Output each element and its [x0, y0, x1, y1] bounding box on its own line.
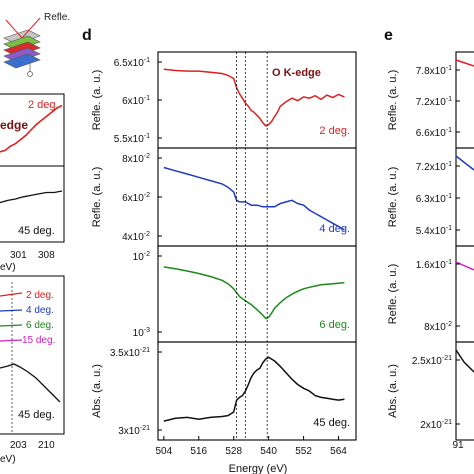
subplot-frame: [455, 147, 474, 247]
panel-e-tick-label: 91: [452, 440, 464, 451]
y-tick-label: 3x10-21: [118, 425, 150, 437]
y-tick-label: 3.5x10-21: [110, 347, 150, 359]
series-line: [455, 349, 474, 373]
x-tick-label: 528: [225, 446, 242, 457]
subplot-frame: [455, 51, 474, 149]
y-tick-label: 10-2: [133, 251, 150, 263]
y-tick-label: 5.4x10-1: [416, 225, 452, 237]
panel-e-subplot: 7.2x10-1 6.3x10-1 5.4x10-1 Refle. (a. u.): [387, 147, 474, 247]
panel-d-subplot: 6 deg. 10-2 10-3: [133, 245, 357, 343]
series-line: [455, 261, 474, 271]
y-tick-label: 2.5x10-21: [412, 355, 452, 367]
y-tick-label: 5.5x10-1: [114, 133, 150, 145]
panel-d-subplot: 45 deg. 3.5x10-21 3x10-21 Abs. (a. u.): [91, 341, 357, 441]
left-top-annotation: edge: [0, 118, 28, 132]
y-axis-label: Refle. (a. u.): [387, 167, 399, 228]
legend-swatch: [0, 324, 23, 327]
legend-entry: 4 deg.: [26, 305, 54, 316]
legend-swatch: [0, 309, 23, 312]
left-panel-group: Refle. 2 deg. edge 45 deg. 301 308 eV) 2…: [0, 12, 70, 465]
panel-e-subplot: 2.5x10-21 2x10-21 Abs. (a. u.): [387, 341, 474, 441]
y-axis-label: Refle. (a. u.): [387, 264, 399, 325]
panel-d-title: O K-edge: [272, 67, 321, 79]
y-tick-label: 6x10-1: [122, 95, 150, 107]
y-tick-label: 6.6x10-1: [416, 127, 452, 139]
x-tick-label: 504: [155, 446, 172, 457]
x-tick-label: 516: [190, 446, 207, 457]
left-middle-series-line: [0, 190, 63, 204]
legend-entry: 2 deg.: [26, 290, 54, 301]
y-tick-label: 8x10-2: [122, 153, 150, 165]
left-bottom-series-label: 45 deg.: [18, 409, 55, 421]
panel-d-label: d: [82, 27, 92, 44]
legend-swatch: [0, 292, 23, 297]
series-label: 6 deg.: [319, 319, 350, 331]
y-axis-label: Refle. (a. u.): [387, 70, 399, 131]
series-line: [163, 166, 345, 231]
left-top-series-label: 2 deg.: [28, 99, 59, 111]
panel-e: e 7.8x10-1 7.2x10-1 6.6x10-1 Refle. (a. u.)…: [384, 27, 474, 451]
left-bottom-legend: 2 deg. 4 deg. 6 deg. 15 deg.: [0, 290, 55, 346]
subplot-frame: [157, 341, 357, 441]
series-line: [163, 266, 345, 320]
sample-schematic-icon: [3, 17, 41, 77]
panel-d-xlabel: Energy (eV): [229, 463, 288, 474]
y-tick-label: 8x10-2: [424, 321, 452, 333]
series-line: [163, 356, 345, 422]
panel-e-subplot: 1.6x10-1 8x10-2 Refle. (a. u.): [387, 245, 474, 343]
left-middle-tick-label: 301: [10, 250, 27, 261]
series-line: [163, 68, 345, 127]
series-label: 2 deg.: [319, 125, 350, 137]
panel-d: d O K-edge 2 deg. 6.5x10-1 6x10-1 5.5x10-1 R…: [82, 27, 357, 474]
panel-e-label: e: [384, 27, 393, 44]
legend-entry: 15 deg.: [22, 335, 55, 346]
subplot-frame: [455, 245, 474, 343]
y-tick-label: 7.2x10-1: [416, 161, 452, 173]
subplot-frame: [455, 341, 474, 441]
series-label: 4 deg.: [319, 223, 350, 235]
y-tick-label: 10-3: [133, 327, 150, 339]
left-top-series-line: [0, 104, 63, 153]
y-tick-label: 4x10-2: [122, 231, 150, 243]
y-tick-label: 1.6x10-1: [416, 259, 452, 271]
series-line: [455, 155, 474, 171]
y-axis-label: Refle. (a. u.): [91, 167, 103, 228]
left-middle-series-label: 45 deg.: [18, 225, 55, 237]
y-axis-label: Refle. (a. u.): [91, 70, 103, 131]
left-middle-xlabel: eV): [0, 262, 16, 273]
y-tick-label: 6x10-2: [122, 192, 150, 204]
x-tick-label: 552: [295, 446, 312, 457]
panel-d-subplot: 4 deg. 8x10-2 6x10-2 4x10-2 Refle. (a. u.): [91, 147, 357, 247]
x-tick-label: 540: [260, 446, 277, 457]
legend-entry: 6 deg.: [26, 320, 54, 331]
y-tick-label: 6.3x10-1: [416, 193, 452, 205]
x-tick-label: 564: [330, 446, 347, 457]
y-tick-label: 7.8x10-1: [416, 65, 452, 77]
y-tick-label: 6.5x10-1: [114, 57, 150, 69]
legend-swatch: [0, 339, 23, 342]
panel-d-subplot: 2 deg. 6.5x10-1 6x10-1 5.5x10-1 Refle. (a. u…: [91, 51, 357, 149]
left-bottom-series-line: [0, 363, 61, 403]
y-tick-label: 7.2x10-1: [416, 96, 452, 108]
left-bottom-tick-label: 210: [38, 440, 55, 451]
series-line: [455, 59, 474, 67]
y-axis-label: Abs. (a. u.): [387, 364, 399, 418]
series-label: 45 deg.: [313, 417, 350, 429]
left-header-text: Refle.: [44, 12, 70, 23]
left-middle-tick-label: 308: [38, 250, 55, 261]
panel-e-subplot: 7.8x10-1 7.2x10-1 6.6x10-1 Refle. (a. u.): [387, 51, 474, 149]
y-axis-label: Abs. (a. u.): [91, 364, 103, 418]
y-tick-label: 2x10-21: [420, 419, 452, 431]
left-middle-frame: [0, 165, 65, 243]
left-bottom-tick-label: 203: [10, 440, 27, 451]
left-bottom-frame: [0, 275, 65, 435]
left-bottom-xlabel: eV): [0, 454, 16, 465]
